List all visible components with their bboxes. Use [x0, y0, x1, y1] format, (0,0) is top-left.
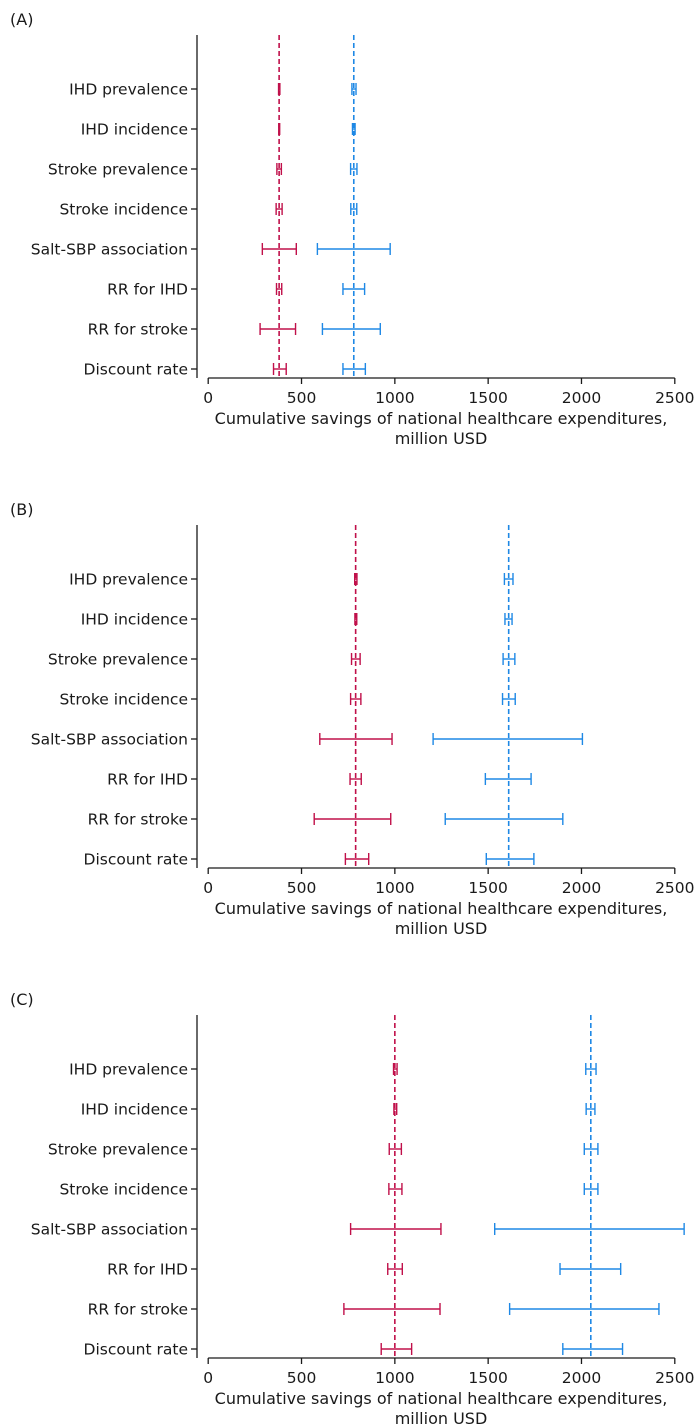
category-label: Discount rate: [84, 851, 188, 869]
panel-label: (C): [10, 990, 34, 1009]
panel-label: (B): [10, 500, 33, 519]
category-label: IHD prevalence: [69, 571, 188, 589]
category-label: Salt-SBP association: [31, 731, 188, 749]
x-axis-title: Cumulative savings of national healthcar…: [215, 1389, 668, 1408]
x-tick-label: 2500: [655, 879, 694, 897]
forest-panel: (C) 0 500 1000 1500 2000 2500 IHD prevalence IHD…: [10, 990, 695, 1425]
x-tick-label: 2000: [562, 879, 601, 897]
category-label: Stroke incidence: [59, 201, 188, 219]
category-label: Discount rate: [84, 361, 188, 379]
x-tick-label: 1000: [375, 389, 414, 407]
panel-label: (A): [10, 10, 33, 29]
category-label: IHD prevalence: [69, 81, 188, 99]
x-tick-label: 2000: [562, 389, 601, 407]
x-tick-label: 500: [287, 389, 317, 407]
forest-panel: (B) 0 500 1000 1500 2000 2500 IHD prevalence IHD…: [10, 500, 695, 938]
x-tick-label: 0: [203, 1369, 213, 1387]
x-tick-label: 1000: [375, 879, 414, 897]
x-tick-label: 500: [287, 879, 317, 897]
category-label: Stroke incidence: [59, 691, 188, 709]
category-label: Stroke prevalence: [48, 651, 188, 669]
x-tick-label: 1000: [375, 1369, 414, 1387]
x-tick-label: 0: [203, 389, 213, 407]
category-label: IHD prevalence: [69, 1061, 188, 1079]
forest-panel: (A) 0 500 1000 1500 2000 2500 IHD prevalence IHD…: [10, 10, 695, 448]
category-label: Discount rate: [84, 1341, 188, 1359]
x-tick-label: 0: [203, 879, 213, 897]
x-axis-title: million USD: [395, 429, 488, 448]
x-axis-title: million USD: [395, 919, 488, 938]
x-tick-label: 2500: [655, 389, 694, 407]
category-label: RR for stroke: [88, 1301, 188, 1319]
x-axis-title: million USD: [395, 1409, 488, 1425]
x-tick-label: 1500: [468, 879, 507, 897]
x-axis-title: Cumulative savings of national healthcar…: [215, 899, 668, 918]
category-label: Salt-SBP association: [31, 241, 188, 259]
x-tick-label: 500: [287, 1369, 317, 1387]
x-tick-label: 1500: [468, 1369, 507, 1387]
category-label: IHD incidence: [81, 611, 188, 629]
x-tick-label: 2500: [655, 1369, 694, 1387]
category-label: Salt-SBP association: [31, 1221, 188, 1239]
category-label: RR for IHD: [107, 1261, 188, 1279]
x-axis-title: Cumulative savings of national healthcar…: [215, 409, 668, 428]
x-tick-label: 2000: [562, 1369, 601, 1387]
category-label: Stroke prevalence: [48, 161, 188, 179]
category-label: IHD incidence: [81, 1101, 188, 1119]
category-label: RR for IHD: [107, 771, 188, 789]
x-tick-label: 1500: [468, 389, 507, 407]
category-label: RR for stroke: [88, 321, 188, 339]
category-label: IHD incidence: [81, 121, 188, 139]
category-label: RR for stroke: [88, 811, 188, 829]
category-label: Stroke prevalence: [48, 1141, 188, 1159]
category-label: Stroke incidence: [59, 1181, 188, 1199]
category-label: RR for IHD: [107, 281, 188, 299]
